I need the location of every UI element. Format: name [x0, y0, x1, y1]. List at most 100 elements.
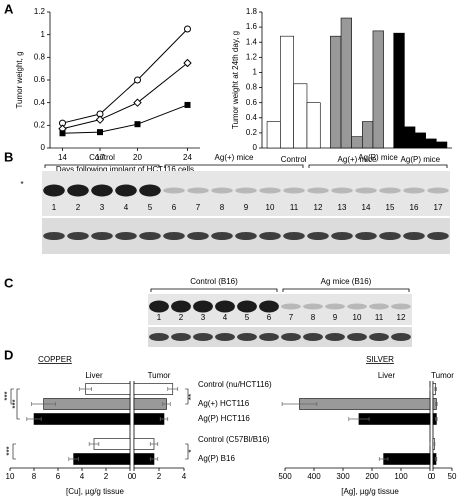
lane-number: 5: [148, 203, 153, 212]
y-tick-label: 0: [253, 143, 258, 152]
bar: [133, 413, 165, 425]
x-tick-label: 24: [183, 153, 192, 162]
blot-band: [379, 232, 401, 240]
blot-band: [281, 333, 301, 341]
bar: [85, 383, 131, 395]
bar: [266, 121, 281, 149]
blot-band: [259, 187, 281, 194]
significance-bracket: [16, 388, 20, 420]
x-tick-label: 0: [428, 472, 433, 481]
blot-band: [237, 333, 257, 341]
blot-band: [303, 303, 323, 310]
chart-title: SILVER: [366, 355, 394, 364]
y-tick-label: 1.6: [246, 22, 258, 31]
bar: [425, 138, 437, 149]
bar: [299, 398, 431, 410]
x-tick-label: Ag(P) mice: [401, 155, 441, 164]
y-tick-label: 0.2: [246, 128, 258, 137]
error-bar: [162, 402, 171, 406]
marker: [133, 98, 142, 107]
category-label: Ag(+) HCT116: [198, 399, 250, 408]
group-label: Ag(P) mice: [358, 153, 398, 162]
blot-band: [139, 232, 161, 240]
blot-band: [325, 303, 345, 310]
bar: [330, 35, 342, 149]
blot-band: [67, 232, 89, 240]
x-tick-label: Ag(+) mice: [338, 155, 377, 164]
lane-number: 13: [338, 203, 347, 212]
x-tick-label: 500: [278, 472, 292, 481]
lane-number: 12: [397, 313, 406, 322]
bar: [414, 132, 426, 149]
blot-strip: [148, 327, 412, 347]
significance: **: [187, 394, 196, 400]
blot-band: [115, 232, 137, 240]
error-bar: [159, 417, 169, 421]
blot-band: [331, 187, 353, 194]
group-bracket: [44, 164, 160, 168]
error-bar: [79, 387, 92, 391]
blot-band: [91, 184, 113, 197]
blot-band: [139, 184, 161, 197]
error-bar: [149, 457, 159, 461]
blot-band: [347, 303, 367, 310]
error-bar: [433, 442, 436, 446]
series-label: Tumor: [148, 371, 171, 380]
blot-band: [379, 187, 401, 194]
blot-band: [187, 187, 209, 194]
bar: [358, 413, 431, 425]
blot-band: [347, 333, 367, 341]
error-bar: [88, 442, 100, 446]
y-tick-label: 0.6: [246, 98, 258, 107]
lane-number: 12: [314, 203, 323, 212]
blot-band: [283, 187, 305, 194]
blot-band: [187, 232, 209, 240]
lane-number: 3: [100, 203, 105, 212]
significance-bracket: [185, 443, 189, 460]
y-tick-label: 1.8: [246, 7, 258, 16]
blot-band: [193, 300, 213, 313]
panel-label: A: [4, 1, 14, 16]
bar: [372, 30, 384, 149]
blot-strip: [148, 294, 412, 325]
marker: [184, 101, 191, 108]
significance-bracket: [10, 388, 14, 405]
x-tick-label: 400: [307, 472, 321, 481]
blot-band: [355, 187, 377, 194]
significance: ***: [3, 391, 12, 400]
blot-band: [427, 187, 449, 194]
group-label: Ag(+) mice: [215, 153, 254, 162]
panel-label: C: [4, 275, 14, 290]
panel-label: B: [4, 149, 13, 164]
blot-band: [67, 184, 89, 197]
blot-band: [91, 232, 113, 240]
lane-number: 6: [172, 203, 177, 212]
blot-band: [215, 333, 235, 341]
x-tick-label: 6: [56, 472, 61, 481]
x-axis-label: [Ag], µg/g tissue: [341, 487, 399, 496]
bar: [393, 32, 405, 149]
category-label: Ag(P) B16: [198, 454, 235, 463]
y-tick-label: 0.6: [34, 75, 46, 84]
bar: [306, 102, 321, 149]
bar: [340, 17, 352, 149]
lane-number: 10: [353, 313, 362, 322]
x-tick-label: 4: [80, 472, 85, 481]
series-line: [62, 62, 188, 130]
blot-band: [307, 187, 329, 194]
x-tick-label: 200: [365, 472, 379, 481]
series-label: Liver: [85, 371, 103, 380]
lane-number: 7: [196, 203, 201, 212]
y-tick-label: 0.4: [34, 98, 46, 107]
marker: [97, 129, 103, 136]
blot-band: [427, 232, 449, 240]
marker: [184, 25, 191, 33]
lane-number: 9: [244, 203, 249, 212]
blot-band: [259, 333, 279, 341]
significance-bracket: [185, 388, 189, 405]
blot-band: [355, 232, 377, 240]
bar: [93, 438, 131, 450]
lane-number: 9: [333, 313, 338, 322]
lane-number: 8: [311, 313, 316, 322]
error-bar: [167, 387, 179, 391]
